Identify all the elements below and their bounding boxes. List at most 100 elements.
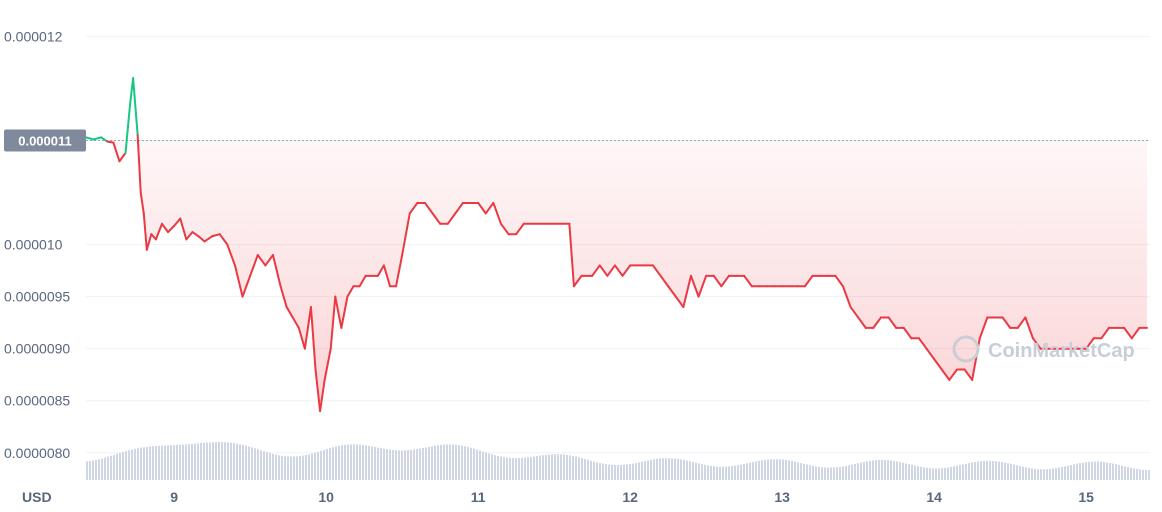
volume-bar: [791, 461, 793, 480]
volume-bar: [611, 464, 613, 480]
volume-bar: [746, 463, 748, 480]
price-line-segment: [1016, 316, 1027, 329]
volume-bar: [431, 446, 433, 480]
volume-bar: [599, 462, 601, 480]
volume-bar: [446, 444, 448, 480]
volume-bar: [278, 455, 280, 480]
volume-bar: [440, 444, 442, 480]
price-line-segment: [279, 285, 288, 309]
volume-bar: [164, 445, 166, 480]
volume-bar: [128, 450, 130, 480]
volume-bar: [149, 446, 151, 480]
volume-bar: [422, 447, 424, 480]
price-line-segment: [423, 201, 434, 215]
price-line-segment: [492, 201, 502, 225]
volume-bar: [722, 466, 724, 480]
y-tick-label: 0.000010: [4, 237, 63, 253]
price-line-segment: [651, 264, 662, 277]
price-line-segment: [515, 222, 525, 236]
volume-bar: [893, 460, 895, 480]
volume-bar: [248, 446, 250, 480]
price-line-segment: [841, 285, 852, 309]
volume-bar: [257, 449, 259, 480]
volume-bar: [677, 458, 679, 480]
volume-bar: [158, 445, 160, 480]
volume-bar: [821, 467, 823, 480]
price-line-segment: [145, 233, 153, 251]
volume-bar: [182, 444, 184, 480]
volume-bar: [716, 466, 718, 480]
volume-bar: [638, 462, 640, 480]
volume-bar: [380, 448, 382, 480]
price-line-segment: [112, 141, 121, 163]
volume-bar: [971, 462, 973, 480]
volume-bar: [695, 462, 697, 480]
volume-bar: [761, 460, 763, 480]
volume-bar: [473, 448, 475, 480]
volume-bar: [1070, 464, 1072, 480]
volume-bar: [494, 455, 496, 480]
volume-bar: [356, 444, 358, 480]
volume-bar: [308, 454, 310, 480]
volume-bar: [998, 461, 1000, 480]
volume-bar: [779, 459, 781, 480]
volume-bar: [656, 458, 658, 480]
volume-bar: [185, 444, 187, 480]
volume-bar: [980, 461, 982, 480]
volume-bar: [1094, 461, 1096, 480]
volume-bar: [809, 465, 811, 480]
volume-bar: [566, 454, 568, 480]
volume-bar: [275, 454, 277, 480]
volume-bar: [1013, 464, 1015, 480]
volume-bar: [659, 458, 661, 480]
price-line-segment: [191, 231, 200, 238]
price-line-segment: [179, 217, 188, 241]
price-line-segment: [598, 264, 609, 277]
price-line-segment: [142, 212, 148, 251]
price-line-segment: [659, 274, 670, 288]
volume-bar: [299, 456, 301, 480]
volume-bar: [1055, 468, 1057, 480]
volume-bar: [242, 444, 244, 480]
volume-bar: [899, 462, 901, 480]
price-line-segment: [621, 264, 632, 277]
volume-bar: [521, 457, 523, 480]
volume-bar: [962, 464, 964, 480]
volume-bar: [1112, 463, 1114, 480]
volume-bar: [764, 459, 766, 480]
volume-bar: [119, 452, 121, 480]
volume-bar: [218, 442, 220, 480]
volume-bar: [683, 459, 685, 480]
volume-bar: [425, 447, 427, 480]
volume-bar: [197, 443, 199, 480]
volume-bar: [194, 443, 196, 480]
price-line-segment: [226, 243, 236, 267]
volume-bar: [881, 459, 883, 480]
volume-bar: [200, 443, 202, 480]
volume-bar: [680, 459, 682, 480]
price-line-segment: [849, 306, 860, 319]
volume-bar: [602, 463, 604, 480]
volume-bar: [911, 464, 913, 480]
volume-bar: [1127, 467, 1129, 480]
volume-bar: [1109, 463, 1111, 480]
volume-bar: [236, 443, 238, 480]
price-line-segment: [431, 212, 442, 225]
volume-bar: [371, 446, 373, 480]
volume-bar: [848, 465, 850, 480]
x-tick-label: 12: [622, 489, 638, 505]
price-line-segment: [285, 306, 294, 319]
volume-bar: [806, 464, 808, 480]
volume-bar: [725, 466, 727, 480]
volume-bar: [1136, 468, 1138, 480]
volume-bar: [641, 461, 643, 480]
price-line-segment: [314, 368, 322, 413]
volume-bar: [92, 460, 94, 480]
volume-bar: [542, 455, 544, 480]
volume-bar: [1064, 466, 1066, 480]
volume-bar: [314, 452, 316, 480]
unit-label: USD: [22, 489, 52, 505]
volume-bar: [95, 459, 97, 480]
volume-bar: [740, 464, 742, 480]
volume-bar: [416, 449, 418, 480]
